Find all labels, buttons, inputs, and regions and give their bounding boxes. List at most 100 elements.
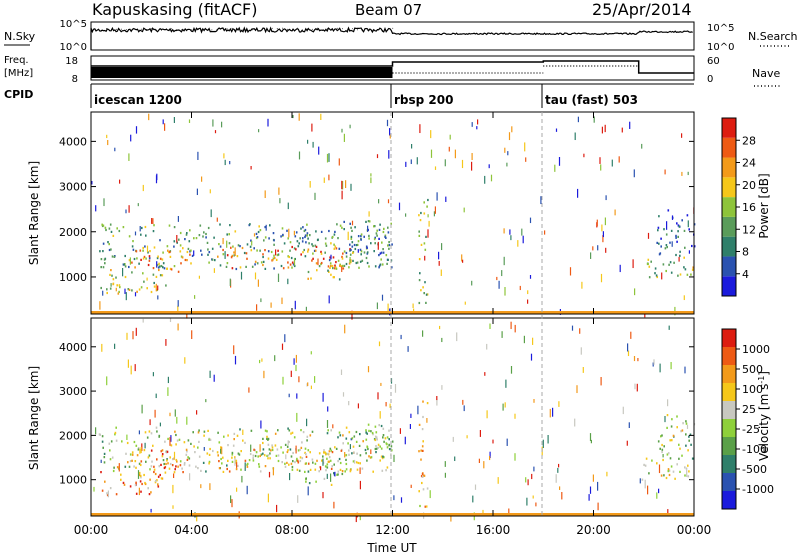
power-echo-cells [91, 113, 696, 320]
echo-cell [147, 487, 149, 490]
noise-cell [429, 490, 431, 499]
echo-cell [666, 453, 669, 456]
colorbar-tick-label: -500 [742, 463, 767, 476]
echo-cell [272, 232, 275, 235]
echo-cell [290, 432, 292, 435]
echo-cell [156, 263, 159, 267]
noise-cell [389, 128, 391, 136]
noise-cell [230, 495, 232, 504]
noise-cell [576, 385, 578, 394]
noise-cell [164, 123, 166, 131]
echo-cell [106, 288, 108, 291]
echo-cell [311, 259, 313, 262]
noise-cell [349, 257, 351, 264]
echo-cell [670, 425, 673, 428]
echo-cell [161, 274, 164, 277]
echo-cell [333, 243, 335, 246]
x-tick-label: 20:00 [576, 523, 611, 537]
echo-cell [156, 479, 158, 482]
echo-cell [304, 451, 306, 454]
echo-cell [659, 447, 661, 450]
echo-cell [669, 241, 671, 244]
x-tick-label: 12:00 [375, 523, 410, 537]
echo-cell [387, 258, 389, 261]
echo-cell [297, 245, 300, 248]
echo-cell [216, 451, 219, 454]
echo-cell [672, 434, 675, 437]
echo-cell [374, 438, 377, 442]
echo-cell [328, 456, 331, 459]
noise-cell [287, 440, 289, 446]
echo-cell [237, 464, 239, 467]
echo-cell [242, 439, 244, 442]
echo-cell [200, 249, 202, 252]
echo-cell [658, 215, 660, 218]
echo-cell [349, 470, 352, 473]
noise-cell [257, 279, 259, 287]
echo-cell [140, 460, 143, 463]
noise-cell [410, 159, 412, 165]
echo-cell [131, 261, 133, 264]
y-tick-label: 3000 [59, 181, 87, 194]
noise-cell [549, 408, 551, 418]
echo-cell [355, 244, 358, 247]
echo-cell [352, 259, 354, 262]
noise-cell [605, 247, 607, 253]
echo-cell [329, 256, 331, 259]
echo-cell [275, 454, 278, 457]
echo-cell [372, 470, 374, 473]
echo-cell [241, 246, 244, 250]
noise-cell [687, 171, 689, 176]
noise-cell [555, 474, 557, 483]
noise-cell [184, 357, 186, 364]
colorbar-tick-label: 28 [742, 134, 756, 147]
echo-cell [366, 459, 368, 462]
noise-cell [260, 420, 262, 429]
echo-cell [211, 247, 214, 250]
echo-cell [198, 429, 200, 432]
echo-cell [340, 265, 342, 268]
echo-cell [379, 252, 382, 255]
noise-cell [639, 478, 641, 484]
echo-cell [332, 276, 335, 279]
echo-cell [126, 441, 129, 445]
colorbar-tick-label: 24 [742, 157, 756, 170]
noise-cell [502, 403, 504, 411]
echo-cell [116, 284, 118, 287]
noise-cell [281, 297, 283, 305]
echo-cell [386, 466, 389, 469]
echo-cell [421, 475, 424, 478]
echo-cell [213, 236, 215, 239]
noise-cell [633, 356, 636, 362]
echo-cell [300, 446, 303, 449]
echo-cell [111, 255, 114, 258]
echo-cell [361, 467, 364, 470]
noise-cell [338, 158, 340, 166]
velocity-colorbar-label: Velocity [m s-1] [757, 371, 771, 461]
echo-cell [370, 456, 373, 459]
echo-cell [156, 257, 159, 260]
noise-cell [135, 126, 138, 134]
noise-cell [483, 461, 485, 469]
echo-cell [424, 505, 427, 508]
noise-cell [155, 283, 157, 292]
echo-cell [150, 449, 153, 452]
echo-cell [385, 254, 388, 257]
echo-cell [337, 259, 340, 262]
echo-cell [273, 256, 276, 260]
echo-cell [208, 261, 210, 264]
echo-cell [138, 462, 141, 465]
echo-cell [683, 229, 686, 232]
echo-cell [262, 255, 264, 259]
echo-cell [191, 254, 194, 257]
echo-cell [142, 272, 144, 275]
echo-cell [259, 229, 262, 232]
echo-cell [186, 250, 189, 254]
echo-cell [222, 470, 225, 473]
echo-cell [140, 286, 143, 289]
echo-cell [380, 447, 383, 450]
echo-cell [657, 229, 659, 232]
echo-cell [420, 211, 422, 215]
echo-cell [266, 430, 268, 433]
noise-cell [176, 235, 178, 243]
